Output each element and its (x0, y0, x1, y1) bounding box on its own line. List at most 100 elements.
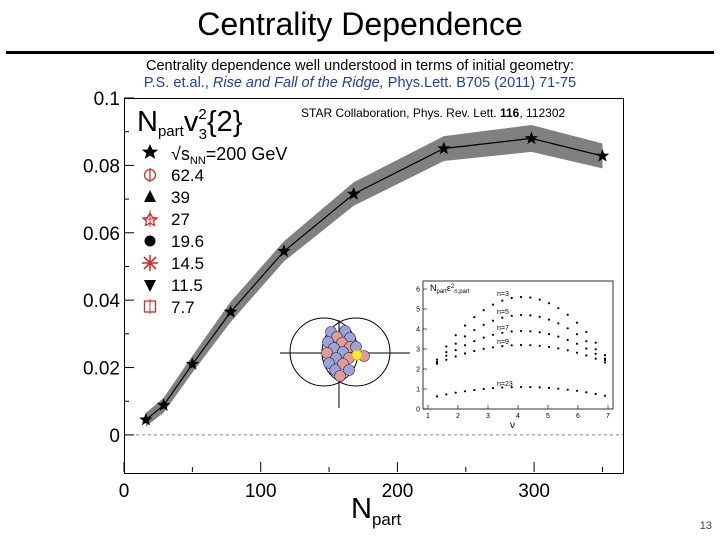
inset-curve: n=3 (435, 291, 607, 361)
y-tick-label: 0.02 (83, 359, 120, 380)
legend-marker-19-6 (144, 235, 156, 247)
inset-x-tick-label: 5 (546, 413, 550, 420)
inset-point (463, 352, 467, 355)
inset-point (473, 388, 476, 392)
inset-point (501, 345, 504, 348)
page-number: 13 (699, 520, 712, 532)
y-tick-label: 0.04 (83, 291, 120, 312)
x-tick-label: 0 (119, 481, 130, 502)
legend-label-27: 27 (171, 210, 190, 229)
inset-y-label-main: N (430, 283, 437, 293)
inset-y-label: Npartε2n,part (430, 283, 470, 295)
inset-point (491, 346, 495, 349)
legend-header-tail: =200 GeV (206, 144, 288, 164)
inset-point (547, 386, 551, 389)
x-tick-label: 100 (245, 481, 277, 502)
x-axis-label-sub: part (372, 510, 402, 529)
legend-header-sqrt: √s (171, 144, 190, 164)
inset-curve-label: n=5 (497, 309, 509, 316)
y-axis-label-v: v (184, 106, 199, 138)
data-point (185, 357, 199, 370)
inset-point (585, 330, 588, 333)
inset-x-tick-label: 4 (516, 413, 520, 420)
inset-point (594, 352, 597, 355)
inset-point (547, 302, 551, 305)
legend-marker-62-4 (143, 168, 157, 182)
inset-point (473, 349, 476, 353)
x-tick-label: 200 (382, 481, 414, 502)
inset-point (491, 387, 495, 390)
inset-point (538, 298, 541, 301)
data-point (224, 305, 238, 318)
inset-point (557, 322, 560, 325)
x-axis-label-main: N (351, 493, 372, 525)
inset-point (547, 345, 551, 348)
inset-point (529, 386, 532, 389)
inset-point (501, 316, 504, 319)
inset-point (585, 347, 588, 350)
inset-point (538, 386, 541, 389)
inset-point (473, 329, 476, 332)
inset-curve: n=23 (435, 381, 607, 398)
reference-page: , 112302 (519, 106, 565, 120)
inset-point (594, 348, 597, 351)
inset-point (566, 349, 569, 352)
x-axis-label: Npart (351, 493, 402, 529)
inset-point (566, 327, 569, 330)
collision-geometry-illustration (280, 317, 410, 408)
participant-nucleons (321, 325, 370, 382)
inset-point (435, 362, 439, 365)
legend-label-19-6: 19.6 (171, 232, 204, 251)
inset-point (510, 330, 513, 333)
legend-marker-14-5 (142, 255, 158, 271)
data-point (139, 412, 153, 426)
inset-point (454, 391, 457, 394)
inset-curve-label: n=3 (497, 291, 509, 298)
legend-label-7-7: 7.7 (171, 298, 195, 317)
inset-curve-label: n=7 (497, 325, 509, 332)
inset-point (482, 323, 485, 326)
inset-point (566, 313, 569, 316)
inset-point (529, 344, 532, 347)
inset-point (491, 319, 495, 322)
inset-x-tick-label: 6 (576, 413, 580, 420)
inset-point (435, 358, 439, 361)
inset-point (445, 351, 448, 354)
inset-point (575, 342, 579, 345)
inset-point (594, 357, 597, 360)
inset-y-tick-label: 4 (416, 327, 420, 334)
data-point (595, 149, 610, 162)
inset-y-tick-label: 3 (416, 347, 420, 354)
inset-point (603, 361, 607, 364)
axis-ticks-layer: 0 100 200 300 0 0.02 0.04 0.06 0.08 0.1 (83, 89, 603, 502)
inset-curve-label: n=9 (497, 339, 509, 346)
inset-point (445, 393, 448, 396)
y-axis-label-sub: part (158, 123, 185, 140)
inset-y-label-sub: part (437, 289, 448, 295)
data-point (437, 141, 451, 155)
inset-point (557, 387, 560, 390)
inset-point (491, 303, 495, 306)
inset-point (501, 331, 504, 334)
inset-point (519, 313, 523, 317)
inset-y-tick-label: 1 (416, 387, 420, 394)
inset-point (510, 386, 513, 389)
legend-label-14-5: 14.5 (171, 254, 204, 273)
citation-journal: Phys.Lett. B705 (2011) 71-75 (383, 75, 577, 91)
inset-point (575, 389, 579, 392)
inset-point (463, 324, 467, 327)
inset-y-tick-label: 0 (416, 407, 420, 414)
inset-point (454, 349, 457, 352)
inset-point (435, 395, 439, 398)
inset-curve: n=7 (435, 325, 607, 364)
inset-curve-label: n=23 (497, 381, 513, 388)
inset-x-tick-label: 3 (486, 413, 490, 420)
legend-marker-27 (141, 210, 159, 227)
inset-curves: n=3 n=5 n=7 n=9 n=23 (435, 291, 607, 398)
inset-point (575, 321, 579, 324)
inset-y-tick-label: 5 (416, 307, 420, 314)
reference-main: STAR Collaboration, Phys. Rev. Lett. (301, 106, 500, 120)
y-axis-label-main: N (137, 106, 158, 138)
